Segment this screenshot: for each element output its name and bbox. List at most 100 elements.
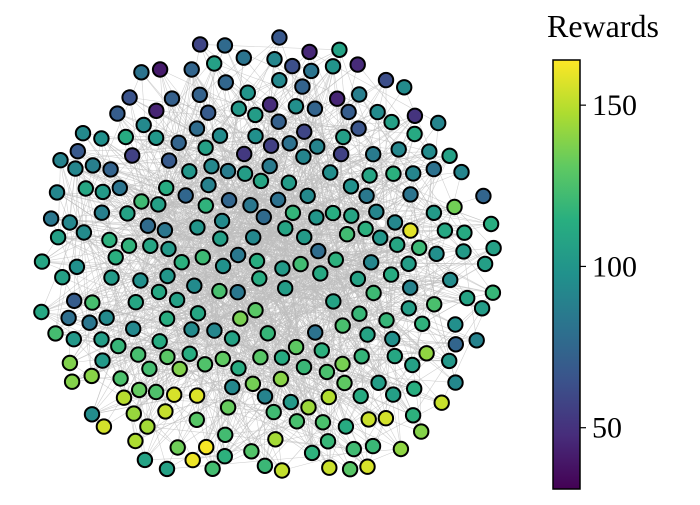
graph-node (344, 179, 358, 193)
graph-node (390, 238, 404, 252)
graph-node (149, 131, 163, 145)
graph-node (193, 88, 207, 102)
graph-node (334, 147, 348, 161)
graph-node (99, 311, 113, 325)
graph-node (369, 205, 383, 219)
graph-node (330, 92, 344, 106)
graph-node (408, 109, 422, 123)
graph-node (94, 131, 108, 145)
graph-node (185, 62, 199, 76)
graph-node (213, 129, 227, 143)
graph-node (384, 267, 398, 281)
graph-node (183, 347, 197, 361)
graph-node (149, 385, 163, 399)
graph-node (457, 226, 471, 240)
graph-node (397, 80, 411, 94)
graph-node (308, 102, 322, 116)
graph-node (344, 209, 358, 223)
graph-node (190, 413, 204, 427)
graph-node (290, 414, 304, 428)
graph-node (193, 37, 207, 51)
graph-node (403, 281, 417, 295)
graph-node (484, 217, 498, 231)
graph-node (343, 462, 357, 476)
graph-node (158, 404, 172, 418)
graph-node (137, 118, 151, 132)
graph-node (309, 210, 323, 224)
graph-node (182, 164, 196, 178)
graph-node (127, 406, 141, 420)
graph-node (51, 230, 65, 244)
graph-node (403, 223, 417, 237)
graph-node (336, 318, 350, 332)
graph-node (320, 365, 334, 379)
graph-node (94, 332, 108, 346)
graph-node (406, 408, 420, 422)
graph-node (323, 165, 337, 179)
graph-node (268, 432, 282, 446)
graph-node (278, 221, 292, 235)
graph-node (315, 343, 329, 357)
graph-node (63, 215, 77, 229)
graph-node (159, 181, 173, 195)
graph-node (34, 305, 48, 319)
graph-node (354, 389, 368, 403)
graph-node (248, 129, 262, 143)
graph-node (103, 162, 117, 176)
graph-node (111, 339, 125, 353)
graph-node (131, 347, 145, 361)
graph-node (140, 419, 154, 433)
graph-node (267, 405, 281, 419)
graph-node (407, 127, 421, 141)
graph-node (297, 230, 311, 244)
graph-node (102, 233, 116, 247)
graph-node (352, 307, 366, 321)
graph-node (427, 162, 441, 176)
graph-node (231, 248, 245, 262)
graph-node (405, 358, 419, 372)
graph-node (308, 325, 322, 339)
graph-node (246, 377, 260, 391)
graph-node (340, 227, 354, 241)
graph-node (296, 150, 310, 164)
graph-node (153, 62, 167, 76)
graph-node (241, 86, 255, 100)
graph-node (394, 442, 408, 456)
graph-node (454, 165, 468, 179)
graph-node (134, 194, 148, 208)
graph-node (358, 222, 372, 236)
graph-node (171, 440, 185, 454)
graph-node (332, 43, 346, 57)
graph-node (352, 87, 366, 101)
graph-node (272, 115, 286, 129)
graph-node (311, 244, 325, 258)
graph-node (85, 369, 99, 383)
graph-node (175, 255, 189, 269)
graph-node (161, 242, 175, 256)
graph-node (351, 57, 365, 71)
graph-node (253, 350, 267, 364)
graph-node (44, 211, 58, 225)
graph-node (316, 415, 330, 429)
graph-node (179, 188, 193, 202)
graph-node (388, 349, 402, 363)
graph-node (190, 121, 204, 135)
graph-node (221, 164, 235, 178)
graph-node (233, 311, 247, 325)
graph-node (364, 255, 378, 269)
graph-node (85, 407, 99, 421)
graph-node (113, 181, 127, 195)
graph-node (65, 375, 79, 389)
graph-node (435, 396, 449, 410)
graph-node (286, 206, 300, 220)
graph-node (132, 383, 146, 397)
graph-node (151, 197, 165, 211)
graph-node (267, 52, 281, 66)
graph-node (326, 59, 340, 73)
graph-node (336, 130, 350, 144)
graph-node (322, 461, 336, 475)
graph-node (198, 357, 212, 371)
graph-node (448, 317, 462, 331)
graph-node (460, 291, 474, 305)
